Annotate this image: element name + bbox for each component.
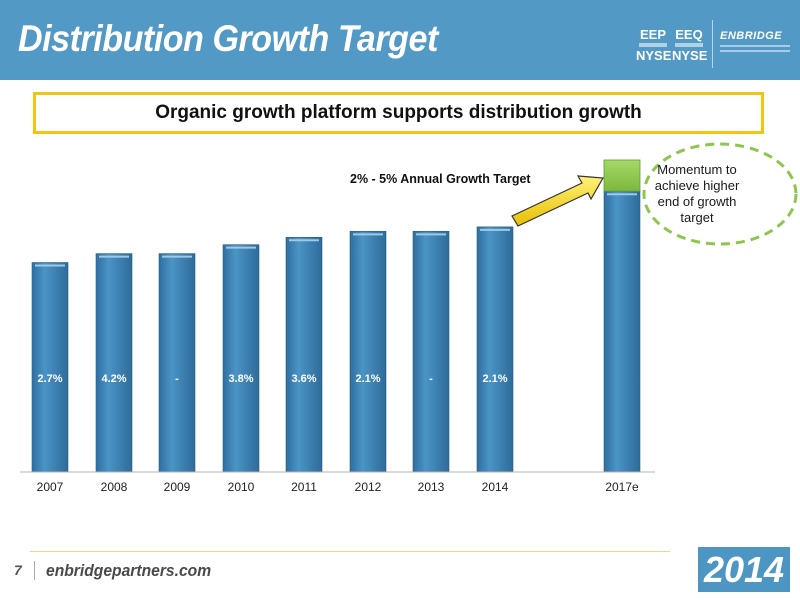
eep-ticker-logo: EEP NYSE [636,27,672,63]
bar-data-label: 2.1% [482,373,507,385]
bar-data-label: - [175,373,179,385]
x-tick-label: 2008 [101,480,128,494]
year-badge: 2014 [698,547,790,592]
enbridge-wordmark: ENBRIDGE [720,30,783,42]
ticker-divider [639,43,667,47]
bar-2014 [476,226,514,473]
bar-2010 [222,244,260,473]
footer-separator [34,561,35,580]
x-tick-label: 2009 [164,480,191,494]
ticker-divider [675,43,703,47]
footer-website: enbridgepartners.com [46,561,212,580]
x-tick-label: 2012 [355,480,382,494]
subtitle-banner: Organic growth platform supports distrib… [33,92,764,134]
bar-2009 [158,253,196,473]
eeq-ticker-logo: EEQ NYSE [672,27,708,63]
ticker-exchange: NYSE [636,48,672,63]
momentum-callout-text: Momentum to achieve higher end of growth… [654,162,740,225]
bar-data-label: 3.8% [228,373,253,385]
ticker-exchange: NYSE [672,48,708,63]
x-tick-label: 2013 [418,480,445,494]
page-title: Distribution Growth Target [18,18,438,59]
ticker-symbol: EEQ [675,27,703,42]
footer-rule [30,551,670,552]
bar-2008 [95,253,133,473]
header-bar: Distribution Growth Target EEP NYSE EEQ … [0,0,800,80]
ticker-symbol: EEP [639,27,666,42]
x-tick-label: 2007 [37,480,64,494]
x-tick-label: 2010 [228,480,255,494]
logo-divider [712,20,713,68]
growth-target-range [603,159,641,192]
x-tick-label: 2014 [482,480,509,494]
growth-target-annotation: 2% - 5% Annual Growth Target [350,172,531,186]
callout-dashed-circle [642,142,798,246]
bar-2013 [412,231,450,473]
bar-2012 [349,231,387,473]
bar-2017e [603,190,641,473]
logo-fine-print [720,50,790,52]
growth-arrow-icon [511,175,604,227]
enbridge-logo: ENBRIDGE [720,30,790,52]
page-number: 7 [14,562,22,578]
bar-2007 [31,262,69,473]
bar-data-label: - [429,373,433,385]
x-tick-label: 2017e [605,480,639,494]
bar-2011 [285,236,323,473]
logo-fine-print [720,45,790,47]
x-tick-label: 2011 [291,480,317,494]
bar-data-label: 4.2% [101,373,126,385]
bar-data-label: 3.6% [291,373,316,385]
bar-data-label: 2.1% [355,373,380,385]
bar-data-label: 2.7% [37,373,62,385]
